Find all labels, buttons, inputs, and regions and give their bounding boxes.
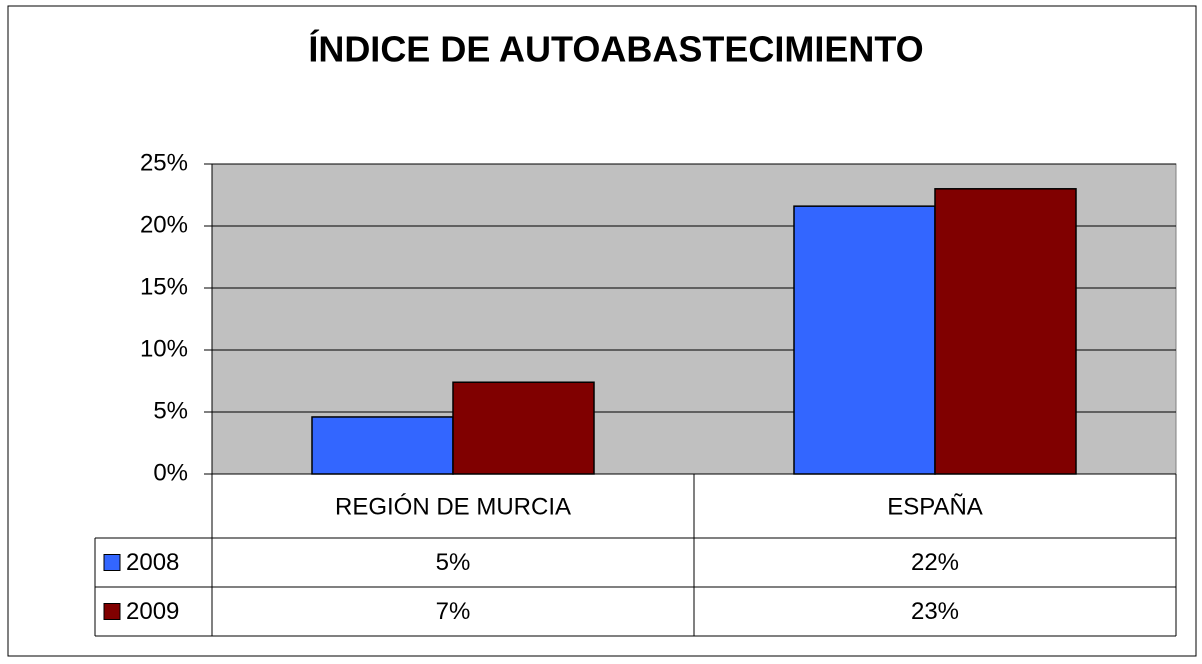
bar: [452, 381, 595, 475]
chart-title: ÍNDICE DE AUTOABASTECIMIENTO: [308, 29, 923, 70]
y-tick-label: 0%: [153, 459, 188, 486]
data-label: 22%: [911, 549, 959, 576]
legend-label: 2009: [126, 598, 179, 625]
data-label: 7%: [436, 598, 471, 625]
legend-key: [103, 603, 121, 620]
y-tick-label: 20%: [140, 211, 188, 238]
y-tick-label: 15%: [140, 273, 188, 300]
y-tick-label: 25%: [140, 149, 188, 176]
data-label: 5%: [436, 549, 471, 576]
legend-key: [103, 554, 121, 571]
y-tick-label: 5%: [153, 397, 188, 424]
x-tick-label: ESPAÑA: [887, 493, 983, 520]
bar: [934, 188, 1077, 475]
bar: [311, 416, 454, 475]
y-tick-label: 10%: [140, 335, 188, 362]
legend-label: 2008: [126, 549, 179, 576]
x-tick-label: REGIÓN DE MURCIA: [335, 493, 571, 520]
bar: [793, 205, 936, 475]
data-label: 23%: [911, 598, 959, 625]
